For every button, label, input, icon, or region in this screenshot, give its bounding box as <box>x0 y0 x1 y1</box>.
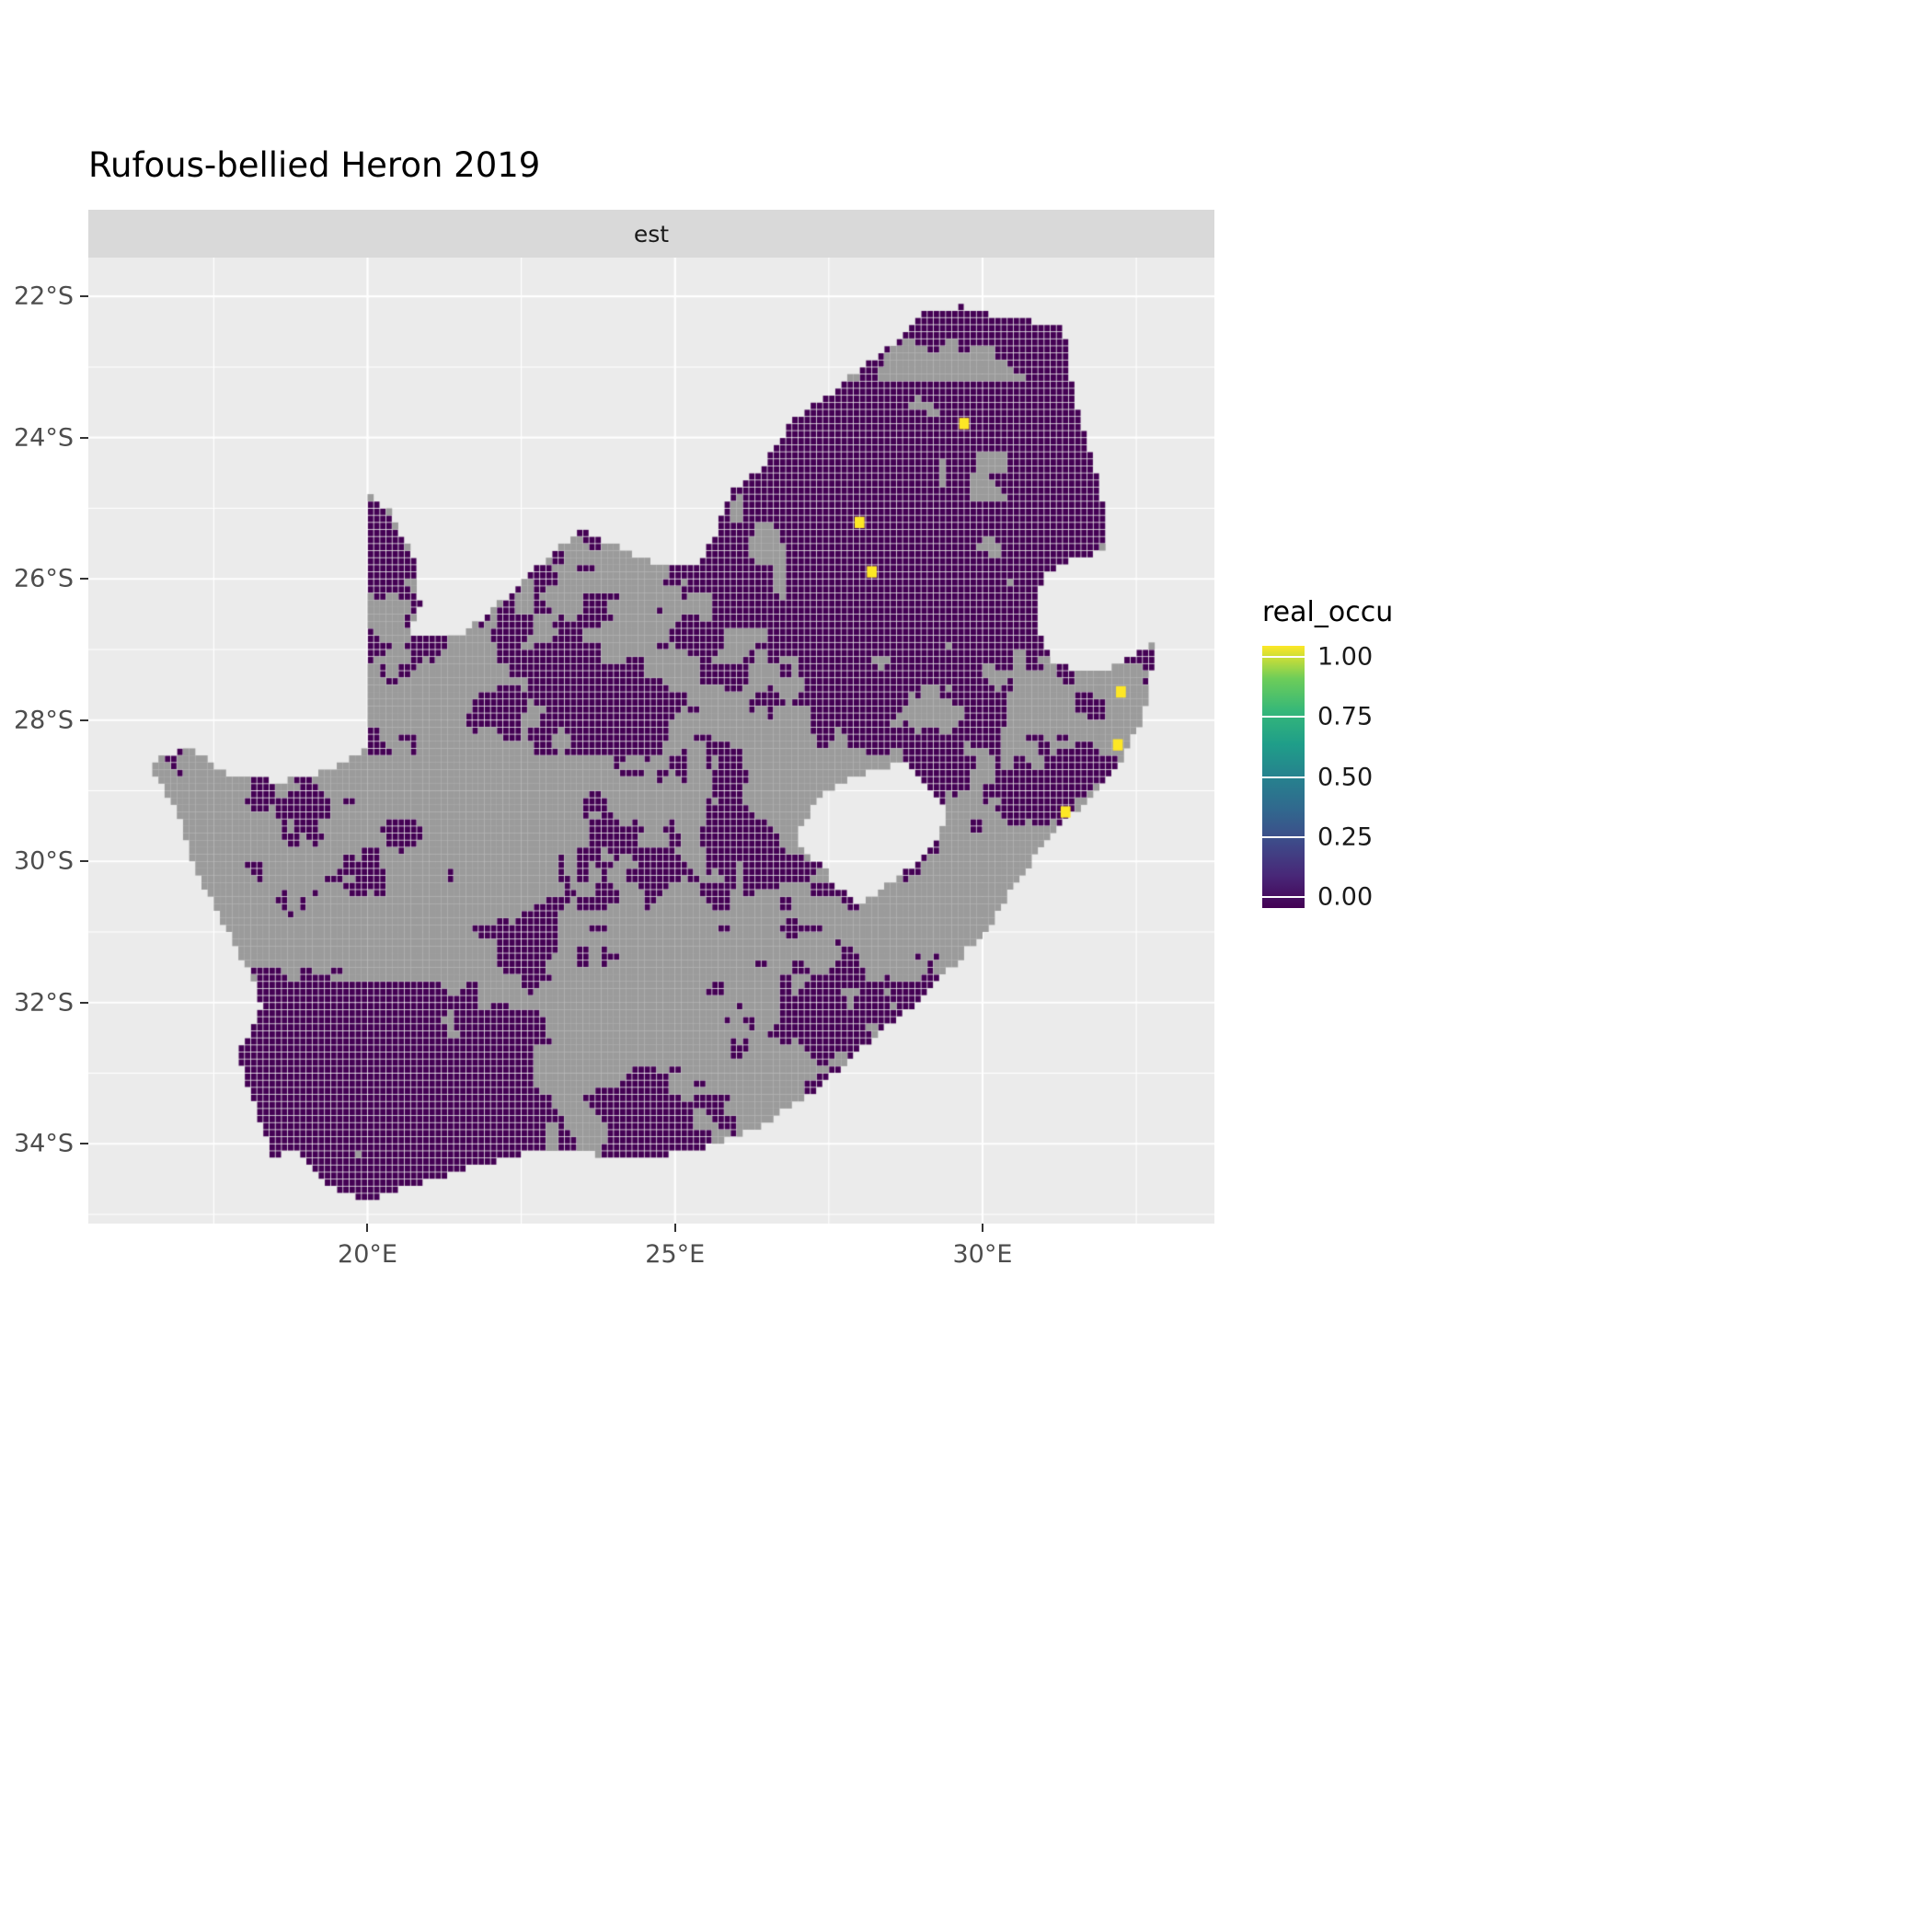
legend: real_occu 1.00 0.75 0.50 0.25 0.00 <box>1262 596 1483 983</box>
map-canvas <box>88 258 1214 1224</box>
y-tick-label: 24°S <box>14 423 74 453</box>
y-axis-tick <box>80 719 88 721</box>
y-tick-label: 30°S <box>14 846 74 876</box>
legend-tick-label: 0.50 <box>1317 763 1374 791</box>
legend-tick-mark <box>1262 776 1305 778</box>
legend-tick-label: 0.75 <box>1317 702 1374 731</box>
x-axis-tick <box>366 1224 369 1232</box>
y-tick-label: 34°S <box>14 1129 74 1158</box>
facet-strip-label: est <box>633 220 670 247</box>
plot-title: Rufous-bellied Heron 2019 <box>88 145 541 185</box>
x-tick-label: 20°E <box>338 1240 397 1269</box>
x-tick-label: 30°E <box>952 1240 1013 1269</box>
x-axis-tick <box>981 1224 983 1232</box>
legend-tick-mark <box>1262 896 1305 898</box>
y-axis-tick <box>80 295 88 298</box>
y-tick-label: 28°S <box>14 706 74 735</box>
legend-tick-mark <box>1262 716 1305 719</box>
legend-tick-label: 0.25 <box>1317 822 1374 852</box>
legend-tick-label: 0.00 <box>1317 882 1374 912</box>
y-axis-tick <box>80 436 88 439</box>
legend-tick-mark <box>1262 656 1305 658</box>
legend-colorbar <box>1262 646 1305 908</box>
facet-strip: est <box>88 210 1214 258</box>
y-axis-tick <box>80 860 88 863</box>
x-axis-tick <box>673 1224 676 1232</box>
y-axis-tick <box>80 1001 88 1004</box>
x-tick-label: 25°E <box>645 1240 706 1269</box>
y-tick-label: 22°S <box>14 282 74 311</box>
legend-tick-mark <box>1262 835 1305 838</box>
legend-tick-label: 1.00 <box>1317 642 1374 672</box>
y-axis-tick <box>80 1143 88 1145</box>
y-axis-tick <box>80 578 88 581</box>
y-tick-label: 26°S <box>14 564 74 593</box>
plot-panel <box>88 258 1214 1224</box>
legend-title: real_occu <box>1262 596 1394 628</box>
y-tick-label: 32°S <box>14 988 74 1018</box>
